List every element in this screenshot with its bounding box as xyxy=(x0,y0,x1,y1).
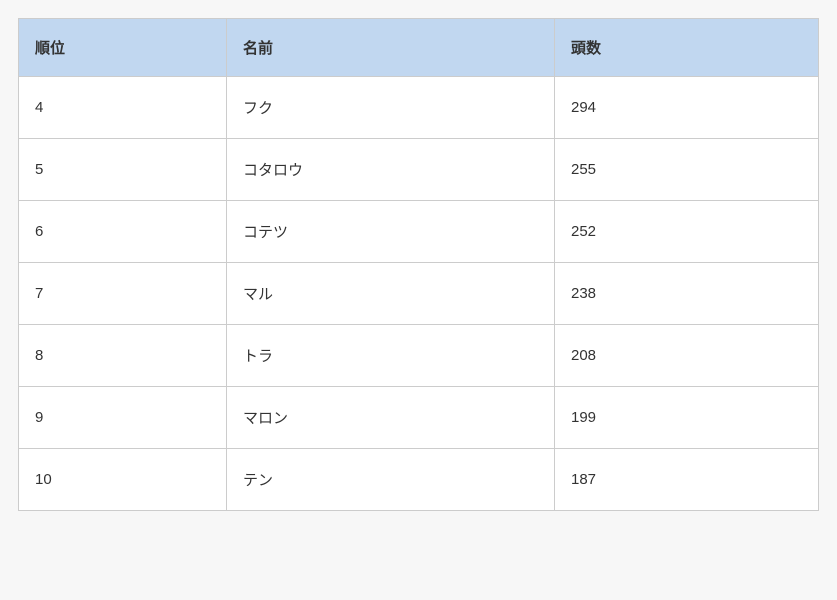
cell-rank: 5 xyxy=(19,139,227,201)
cell-name: フク xyxy=(227,77,555,139)
table-row: 7 マル 238 xyxy=(19,263,819,325)
table-row: 6 コテツ 252 xyxy=(19,201,819,263)
cell-name: マル xyxy=(227,263,555,325)
cell-count: 208 xyxy=(555,325,819,387)
ranking-table-container: 順位 名前 頭数 4 フク 294 5 コタロウ 255 6 コテツ 252 xyxy=(18,18,819,511)
table-header-row: 順位 名前 頭数 xyxy=(19,19,819,77)
cell-rank: 4 xyxy=(19,77,227,139)
cell-count: 187 xyxy=(555,449,819,511)
cell-count: 199 xyxy=(555,387,819,449)
cell-count: 238 xyxy=(555,263,819,325)
table-row: 8 トラ 208 xyxy=(19,325,819,387)
table-row: 4 フク 294 xyxy=(19,77,819,139)
cell-rank: 7 xyxy=(19,263,227,325)
cell-rank: 6 xyxy=(19,201,227,263)
cell-rank: 9 xyxy=(19,387,227,449)
cell-name: テン xyxy=(227,449,555,511)
cell-rank: 8 xyxy=(19,325,227,387)
cell-name: マロン xyxy=(227,387,555,449)
table-row: 5 コタロウ 255 xyxy=(19,139,819,201)
cell-name: コテツ xyxy=(227,201,555,263)
col-header-count: 頭数 xyxy=(555,19,819,77)
table-row: 10 テン 187 xyxy=(19,449,819,511)
col-header-name: 名前 xyxy=(227,19,555,77)
cell-name: トラ xyxy=(227,325,555,387)
table-row: 9 マロン 199 xyxy=(19,387,819,449)
cell-name: コタロウ xyxy=(227,139,555,201)
cell-rank: 10 xyxy=(19,449,227,511)
cell-count: 252 xyxy=(555,201,819,263)
cell-count: 294 xyxy=(555,77,819,139)
cell-count: 255 xyxy=(555,139,819,201)
col-header-rank: 順位 xyxy=(19,19,227,77)
ranking-table: 順位 名前 頭数 4 フク 294 5 コタロウ 255 6 コテツ 252 xyxy=(18,18,819,511)
